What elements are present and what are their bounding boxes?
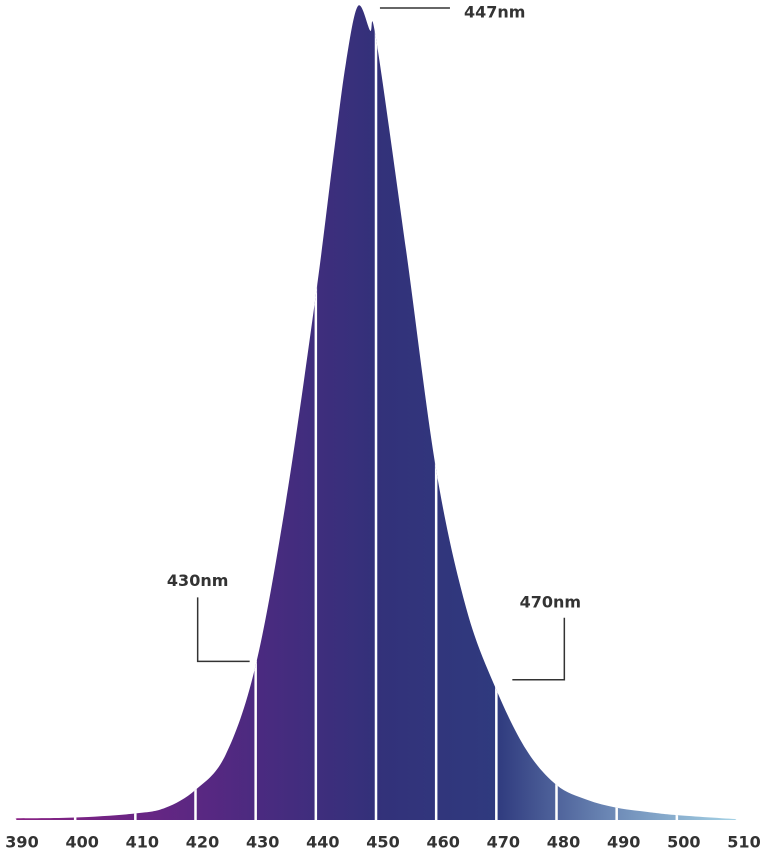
x-tick-label: 410 <box>126 833 159 852</box>
x-tick-label: 460 <box>426 833 459 852</box>
x-tick-label: 510 <box>727 833 760 852</box>
annotation: 430nm <box>167 571 228 590</box>
x-tick-label: 390 <box>5 833 38 852</box>
x-tick-label: 420 <box>186 833 219 852</box>
leader-line <box>512 617 566 681</box>
leader-line <box>196 597 250 663</box>
x-tick-label: 490 <box>607 833 640 852</box>
x-tick-label: 430 <box>246 833 279 852</box>
x-tick-label: 480 <box>547 833 580 852</box>
x-tick-label: 440 <box>306 833 339 852</box>
x-tick-label: 450 <box>366 833 399 852</box>
x-tick-label: 470 <box>487 833 520 852</box>
annotation: 470nm <box>520 592 581 611</box>
x-tick-label: 500 <box>667 833 700 852</box>
x-tick-label: 400 <box>65 833 98 852</box>
annotation: 447nm <box>464 3 525 22</box>
grid <box>15 6 737 820</box>
